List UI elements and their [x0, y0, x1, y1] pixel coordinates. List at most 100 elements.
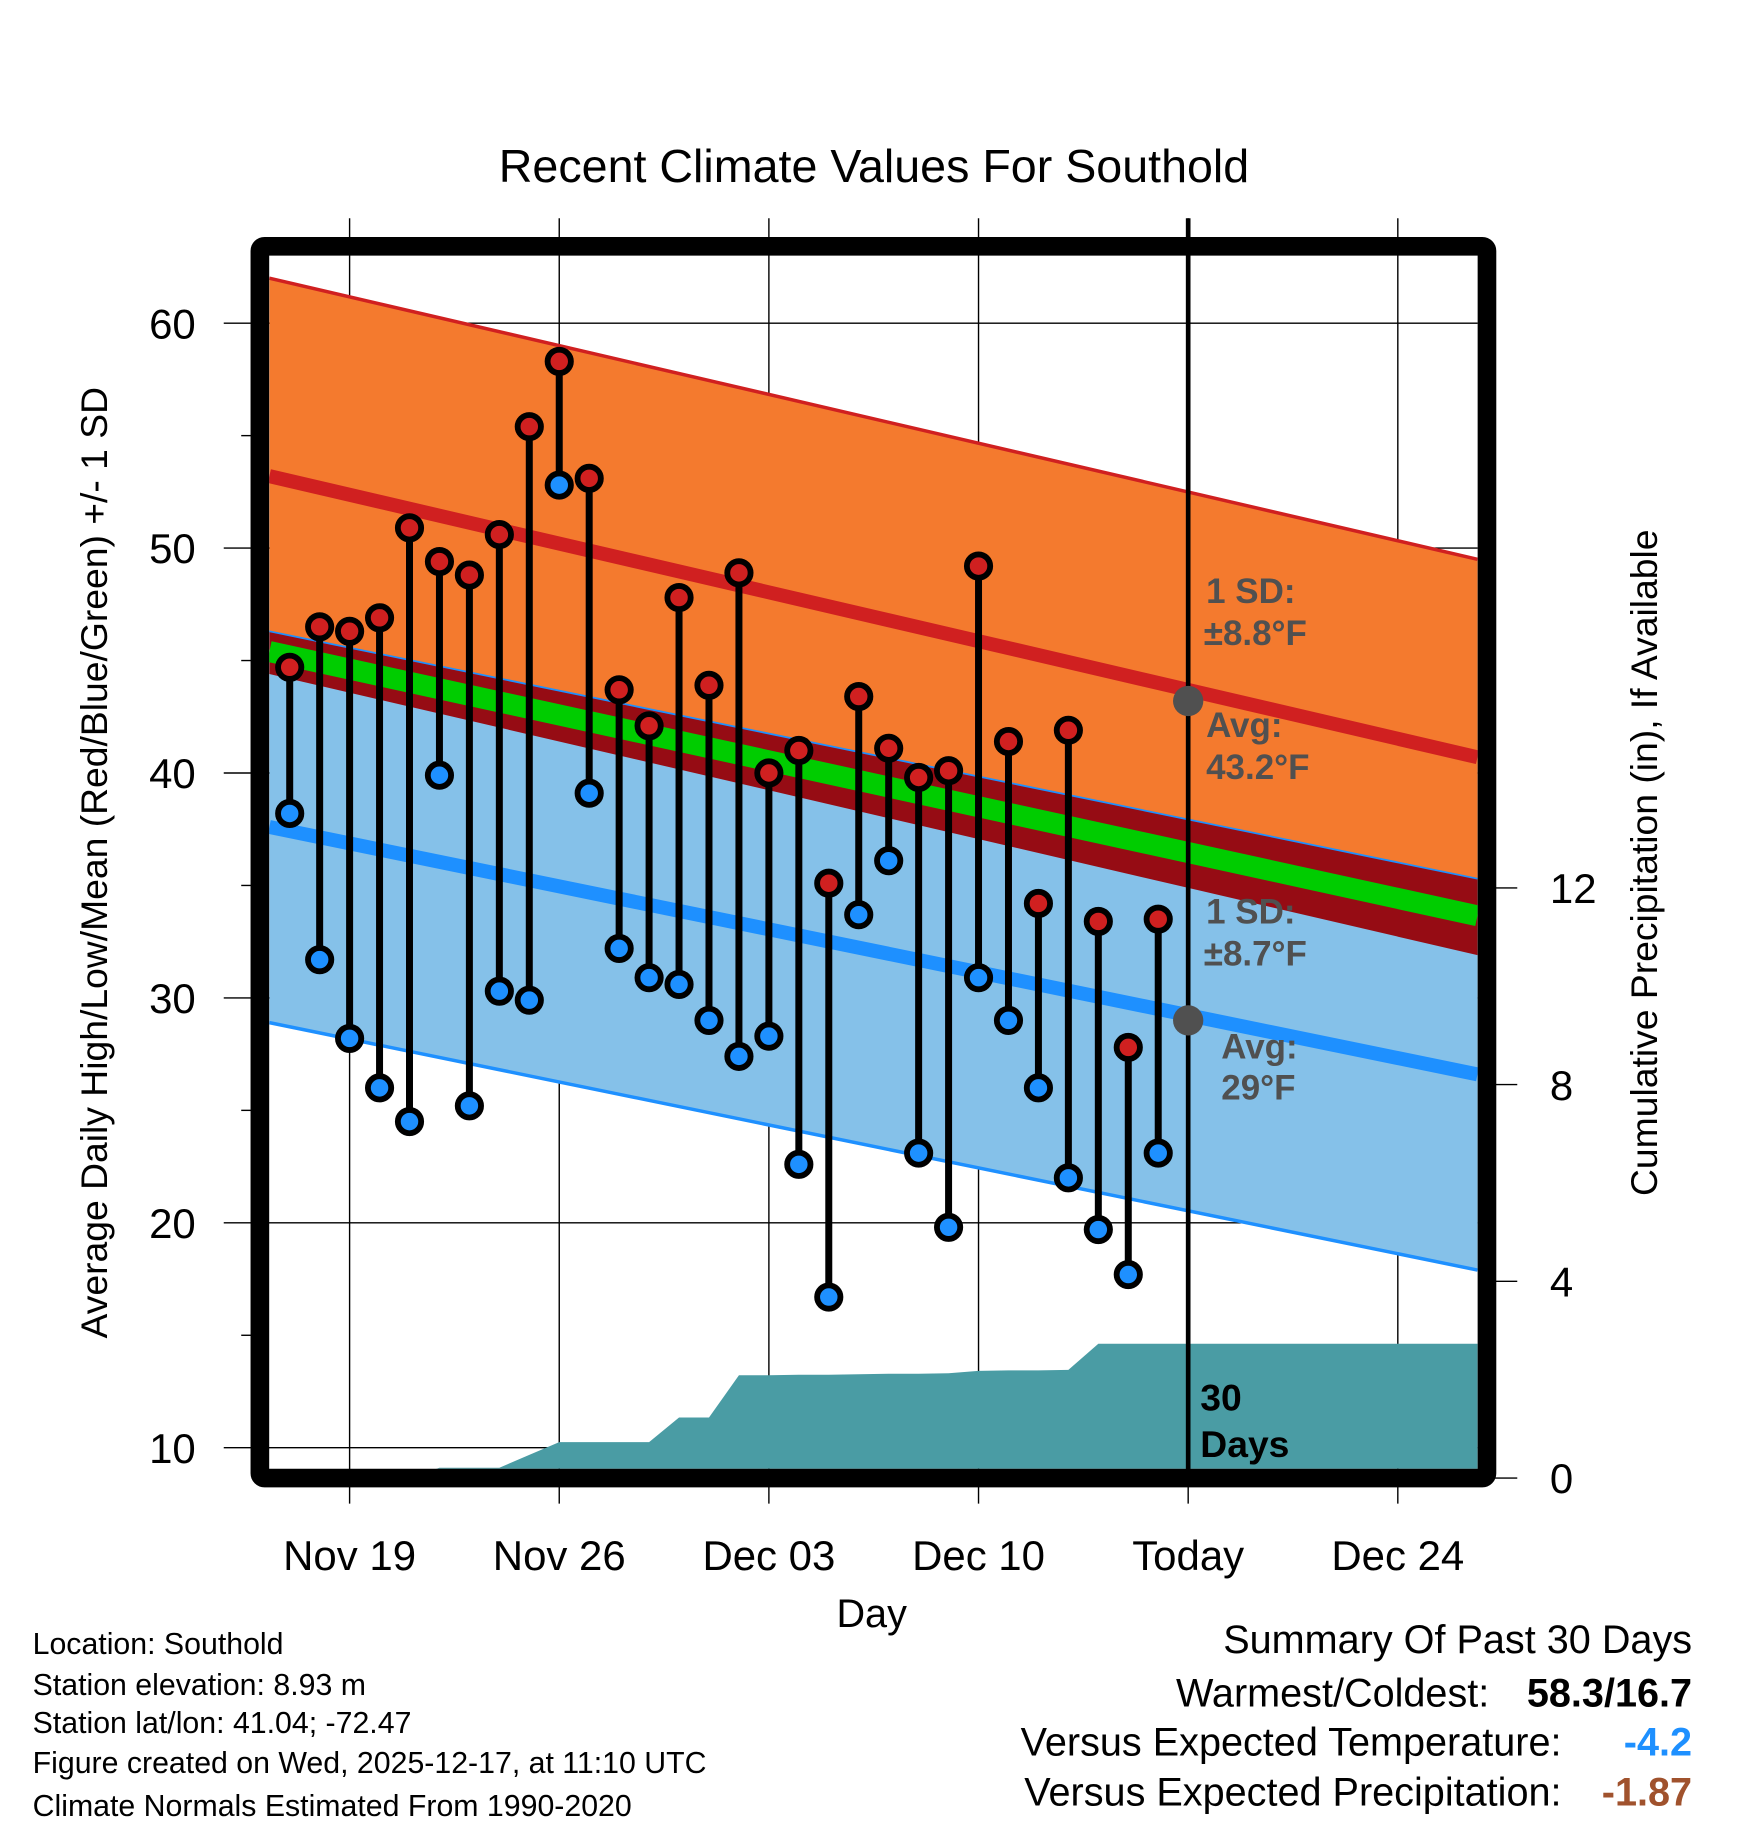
- y-tick-label: 40: [149, 750, 196, 797]
- y2-tick-label: 8: [1550, 1062, 1573, 1109]
- info-created: Figure created on Wed, 2025-12-17, at 11…: [33, 1747, 707, 1780]
- high-plus-sd-line: [269, 276, 1478, 562]
- plot-frame: [250, 236, 1497, 1488]
- daily-points: [275, 346, 1173, 1312]
- daily-high-point: [604, 675, 634, 705]
- station-info: Location: Southold Station elevation: 8.…: [33, 1628, 707, 1823]
- daily-low-point: [275, 798, 305, 829]
- daily-low-point: [604, 933, 634, 963]
- daily-high-point: [724, 558, 754, 588]
- high-sd-value: ±8.8°F: [1204, 614, 1307, 653]
- daily-high-point: [275, 652, 305, 682]
- info-location: Location: Southold: [33, 1628, 284, 1661]
- daily-high-point: [1083, 906, 1113, 937]
- daily-high-point: [844, 681, 874, 712]
- daily-low-point: [424, 760, 455, 790]
- daily-high-point: [784, 735, 814, 766]
- daily-low-point: [544, 470, 574, 500]
- daily-high-point: [305, 612, 335, 642]
- y-axis-label: Average Daily High/Low/Mean (Red/Blue/Gr…: [73, 387, 115, 1338]
- y-tick-label: 60: [149, 300, 196, 347]
- daily-high-point: [814, 868, 844, 898]
- warmest-label: Warmest/Coldest:: [1176, 1671, 1489, 1715]
- daily-low-point: [963, 963, 994, 993]
- y2-tick-label: 4: [1550, 1258, 1573, 1305]
- daily-low-point: [754, 1021, 784, 1051]
- daily-low-point: [784, 1149, 814, 1179]
- daily-low-point: [844, 900, 874, 930]
- y2-axis-label: Cumulative Precipitation (in), If Availa…: [1623, 529, 1665, 1196]
- high-sd-label: 1 SD:: [1206, 572, 1295, 611]
- daily-low-point: [335, 1023, 365, 1053]
- daily-high-point: [993, 726, 1024, 757]
- x-tick-label: Dec 10: [912, 1532, 1045, 1579]
- daily-high-point: [454, 560, 484, 590]
- precip-area: [436, 1343, 1478, 1469]
- daily-high-point: [754, 758, 784, 788]
- daily-low-point: [724, 1041, 754, 1071]
- x-tick-label: Today: [1132, 1532, 1244, 1579]
- y2-tick-label: 12: [1550, 865, 1597, 912]
- daily-high-point: [364, 603, 395, 633]
- precipitation-area: [436, 1343, 1478, 1469]
- daily-low-point: [514, 985, 544, 1015]
- x-axis-label: Day: [836, 1592, 907, 1636]
- daily-low-point: [874, 846, 904, 876]
- warmest-value: 58.3/16.7: [1527, 1671, 1692, 1715]
- daily-low-point: [1053, 1163, 1083, 1193]
- x-tick-label: Dec 03: [702, 1532, 835, 1579]
- info-normals: Climate Normals Estimated From 1990-2020: [33, 1790, 632, 1823]
- chart-title: Recent Climate Values For Southold: [499, 140, 1249, 192]
- high-avg-label: Avg:: [1206, 706, 1282, 745]
- y-tick-label: 30: [149, 975, 196, 1022]
- daily-low-point: [1023, 1073, 1053, 1103]
- daily-high-point: [634, 711, 664, 741]
- daily-low-point: [484, 976, 514, 1006]
- temp-value: -4.2: [1624, 1720, 1692, 1764]
- y-tick-label: 20: [149, 1200, 196, 1247]
- y-tick-label: 10: [149, 1425, 196, 1472]
- low-sd-value: ±8.7°F: [1204, 934, 1307, 973]
- axis-ticks: Nov 19 Nov 26 Dec 03 Dec 10 Today Dec 24 60 50 4…: [149, 300, 1596, 1579]
- info-elevation: Station elevation: 8.93 m: [33, 1669, 366, 1702]
- x-tick-label: Nov 26: [493, 1532, 626, 1579]
- daily-low-point: [454, 1091, 484, 1121]
- daily-high-point: [424, 547, 455, 577]
- daily-high-point: [1113, 1032, 1143, 1062]
- daily-low-point: [904, 1138, 934, 1168]
- daily-low-point: [364, 1073, 395, 1103]
- today-low-avg-marker: [1173, 1005, 1204, 1036]
- low-avg-value: 29°F: [1221, 1068, 1295, 1107]
- annotations: 1 SD: ±8.8°F Avg: 43.2°F 1 SD: ±8.7°F Av…: [1200, 572, 1309, 1465]
- y2-tick-label: 0: [1550, 1455, 1573, 1502]
- summary: Summary Of Past 30 Days Warmest/Coldest:…: [1021, 1618, 1692, 1815]
- daily-high-point: [694, 670, 724, 700]
- precip-label: Versus Expected Precipitation:: [1024, 1770, 1561, 1814]
- temp-label: Versus Expected Temperature:: [1021, 1720, 1562, 1764]
- daily-low-point: [1083, 1214, 1113, 1245]
- daily-low-point: [1113, 1259, 1143, 1290]
- daily-high-point: [934, 756, 964, 786]
- daily-low-point: [574, 778, 604, 808]
- daily-high-point: [1143, 904, 1173, 934]
- daily-low-point: [993, 1005, 1024, 1035]
- x-tick-label: Dec 24: [1331, 1532, 1464, 1579]
- daily-low-point: [694, 1005, 724, 1035]
- daily-high-point: [514, 412, 544, 442]
- high-sd-band: [269, 278, 1478, 879]
- high-avg-value: 43.2°F: [1206, 748, 1309, 787]
- y-tick-label: 50: [149, 525, 196, 572]
- today-line: [1173, 218, 1204, 1472]
- daily-high-point: [335, 616, 365, 646]
- summary-title: Summary Of Past 30 Days: [1223, 1618, 1692, 1662]
- today-high-avg-marker: [1173, 685, 1204, 717]
- days-count-label: 30: [1200, 1376, 1241, 1418]
- daily-high-point: [484, 520, 514, 550]
- daily-high-point: [904, 762, 934, 793]
- daily-high-point: [1053, 715, 1083, 745]
- normal-high-line: [269, 469, 1478, 765]
- daily-low-point: [305, 945, 335, 975]
- days-unit-label: Days: [1200, 1423, 1289, 1465]
- daily-low-point: [934, 1212, 964, 1242]
